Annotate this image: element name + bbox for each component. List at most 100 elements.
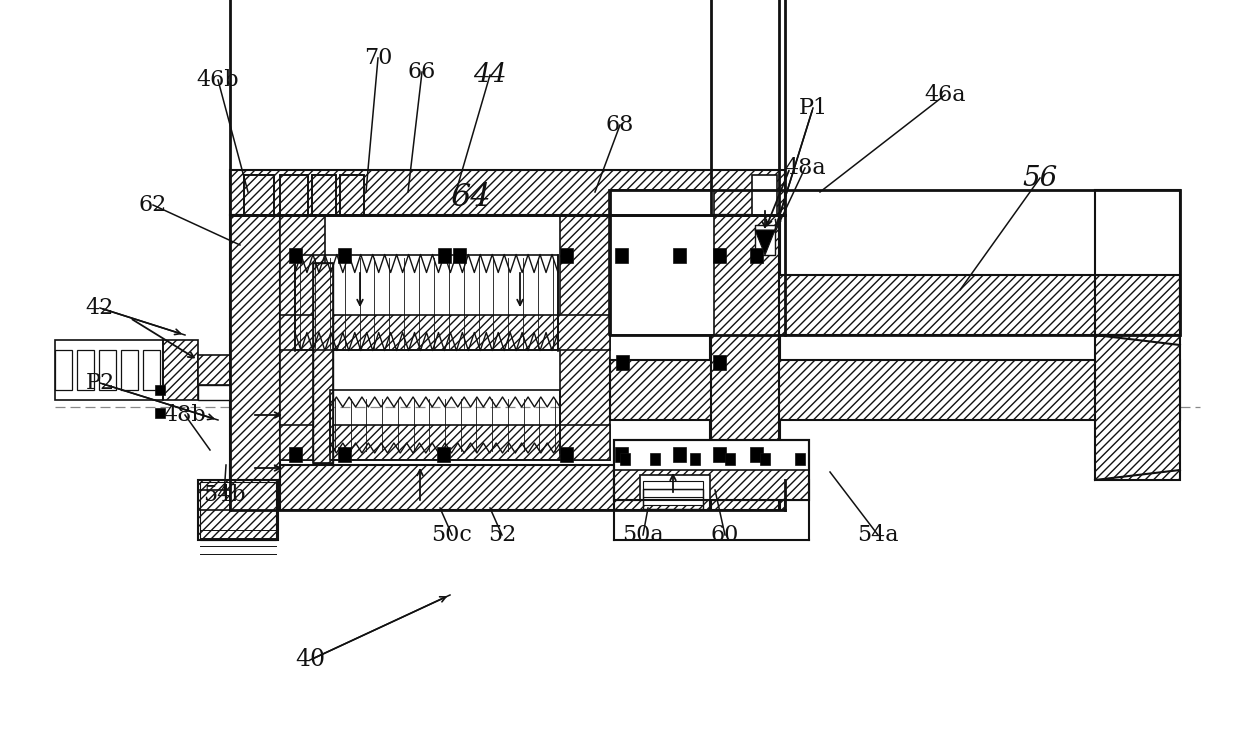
Bar [438,248,451,263]
Bar [453,248,466,263]
Bar [644,489,703,497]
Bar [229,0,785,215]
Text: 48a: 48a [784,157,826,179]
Bar [436,447,450,462]
Bar [155,408,165,418]
Text: 40: 40 [295,649,325,671]
Text: 42: 42 [86,297,114,319]
Bar [200,482,277,540]
Bar [650,453,660,465]
Bar [330,390,560,460]
Bar [289,447,303,462]
Bar [340,175,365,215]
Bar [609,190,714,335]
Bar [711,0,779,215]
Text: 66: 66 [408,61,436,83]
Bar [280,215,325,460]
Bar [711,215,779,510]
Bar [673,248,686,263]
Text: 70: 70 [363,47,392,69]
Bar [280,175,308,215]
Bar [244,175,274,215]
Bar [614,440,808,500]
Bar [55,350,72,390]
Text: P1: P1 [799,97,827,119]
Bar [644,481,703,489]
Bar [644,497,703,505]
Text: 48b: 48b [164,404,206,426]
Bar [312,263,334,463]
Bar [143,350,160,390]
Bar [198,490,229,510]
Bar [280,315,610,350]
Bar [280,175,308,215]
Bar [340,175,365,215]
Bar [616,355,629,370]
Bar [795,453,805,465]
Text: 52: 52 [487,524,516,546]
Bar [312,263,334,463]
Bar [713,248,725,263]
Bar [644,489,703,509]
Bar [725,453,735,465]
Bar [289,248,303,263]
Bar [640,475,711,500]
Bar [560,248,573,263]
Bar [244,175,274,215]
Bar [280,425,610,460]
Text: 50c: 50c [432,524,472,546]
Bar [198,480,278,540]
Text: 56: 56 [1022,164,1058,191]
Bar [713,355,725,370]
Bar [295,255,558,350]
Bar [610,275,1180,335]
Bar [55,340,162,400]
Bar [122,350,138,390]
Bar [610,360,1180,420]
Bar [198,355,229,385]
Bar [77,350,94,390]
Text: 46a: 46a [924,84,966,106]
Text: 62: 62 [139,194,167,216]
Bar [614,440,808,500]
Text: 46b: 46b [197,69,239,91]
Bar [229,215,280,510]
Bar [162,340,198,400]
Bar [198,385,229,400]
Text: 60: 60 [711,524,739,546]
Bar [673,447,686,462]
Bar [198,490,229,505]
Text: 50a: 50a [622,524,663,546]
Text: 54b: 54b [202,484,246,506]
Bar [620,453,630,465]
Bar [312,175,336,215]
Bar [615,248,627,263]
Bar [155,385,165,395]
Bar [312,175,336,215]
Bar [1095,335,1180,480]
Bar [760,453,770,465]
Bar [229,465,785,510]
Bar [339,248,351,263]
Bar [99,350,117,390]
Polygon shape [755,230,775,255]
Bar [614,470,808,500]
Bar [711,215,780,510]
Bar [750,447,763,462]
Text: 44: 44 [474,62,507,88]
Text: 54a: 54a [857,524,899,546]
Bar [560,447,573,462]
Bar [610,190,1180,335]
Bar [229,170,785,215]
Bar [755,225,775,255]
Bar [751,175,777,215]
Text: P2: P2 [86,372,114,394]
Bar [750,248,763,263]
Bar [615,447,627,462]
Text: 68: 68 [606,114,634,136]
Bar [689,453,701,465]
Bar [713,447,725,462]
Bar [198,480,278,540]
Bar [1095,190,1180,335]
Text: 64: 64 [450,182,490,214]
